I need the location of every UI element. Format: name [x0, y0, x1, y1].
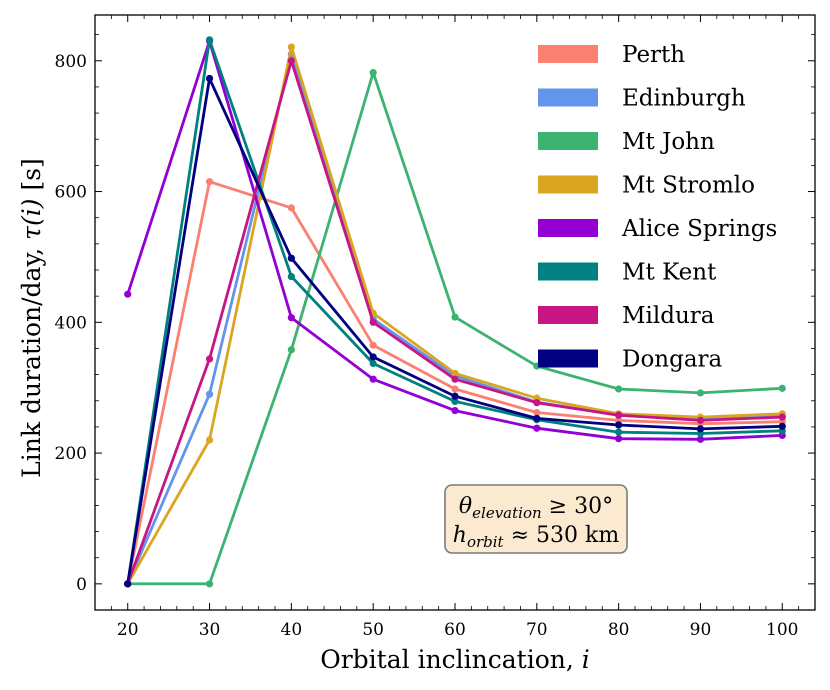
data-point-mt-john [205, 580, 214, 588]
data-point-dongara [124, 580, 132, 588]
data-point-perth [369, 341, 377, 349]
legend-item-perth: Perth [538, 42, 685, 68]
data-point-perth [205, 178, 214, 186]
data-point-dongara [696, 425, 705, 433]
data-point-alice-springs [696, 435, 705, 443]
data-point-alice-springs [533, 424, 541, 432]
annotation-line-2: horbit ≈ 530 km [453, 523, 620, 551]
data-point-mt-stromlo [205, 436, 214, 444]
series-mt-kent [124, 36, 786, 588]
legend-item-alice-springs: Alice Springs [538, 216, 777, 242]
data-point-perth [533, 408, 541, 417]
legend-swatch [538, 88, 598, 107]
y-tick-label: 800 [55, 52, 87, 72]
data-point-mt-kent [369, 359, 377, 368]
series-alice-springs [124, 37, 786, 443]
x-tick-label: 70 [526, 620, 548, 640]
legend-swatch [538, 306, 598, 324]
data-point-mt-john [615, 385, 623, 393]
legend-label: Mt Stromlo [622, 173, 755, 199]
data-point-mildura [205, 355, 214, 363]
data-point-perth [451, 385, 459, 393]
legend-item-mt-stromlo: Mt Stromlo [538, 173, 755, 199]
x-axis-title: Orbital inclincation, i [320, 645, 590, 674]
legend-item-mt-john: Mt John [538, 129, 715, 155]
legend-label: Perth [622, 42, 685, 68]
data-point-mt-kent [287, 272, 295, 281]
x-tick-label: 20 [117, 620, 139, 640]
legend-label: Edinburgh [622, 86, 746, 112]
data-point-mt-kent [205, 36, 214, 44]
annotation-line-1: θelevation ≥ 30° [459, 494, 613, 522]
legend-swatch [538, 262, 598, 281]
legend-item-mt-kent: Mt Kent [538, 260, 717, 286]
data-point-dongara [205, 74, 214, 83]
legend-swatch [538, 219, 598, 237]
data-point-mildura [287, 57, 295, 65]
data-point-mildura [451, 375, 459, 383]
legend-label: Mt Kent [622, 260, 717, 286]
legend-label: Mildura [622, 303, 715, 329]
data-point-mt-kent [451, 397, 459, 406]
data-point-dongara [533, 414, 541, 423]
annotation-box: θelevation ≥ 30° horbit ≈ 530 km [444, 484, 628, 554]
legend-swatch [538, 132, 598, 150]
legend-item-dongara: Dongara [538, 347, 723, 373]
data-point-edinburgh [205, 390, 214, 398]
tick-layer: 20 30 40 50 60 70 80 90 100 0 200 400 600 800 [55, 15, 815, 640]
y-tick-label: 600 [55, 183, 87, 203]
series-layer [124, 36, 786, 588]
legend-swatch [538, 45, 598, 63]
data-point-mt-john [369, 68, 377, 77]
y-tick-label: 200 [55, 444, 87, 464]
data-point-dongara [451, 392, 459, 400]
x-tick-label: 60 [444, 620, 466, 640]
data-point-mt-john [451, 313, 459, 321]
data-point-mildura [696, 416, 705, 424]
data-point-mt-kent [615, 428, 623, 436]
legend-swatch [538, 349, 598, 368]
x-tick-label: 50 [362, 620, 384, 640]
x-tick-label: 30 [199, 620, 221, 640]
x-tick-label: 100 [766, 620, 798, 640]
x-tick-label: 90 [690, 620, 712, 640]
data-point-mt-john [287, 346, 295, 354]
y-tick-label: 400 [55, 313, 87, 333]
data-point-perth [287, 204, 295, 212]
data-point-mildura [533, 399, 541, 407]
data-point-dongara [778, 422, 786, 430]
legend: Perth Edinburgh Mt John Mt Stromlo Alice Spr… [538, 42, 777, 373]
legend-label: Dongara [622, 347, 723, 373]
data-point-mt-stromlo [451, 369, 459, 377]
legend-item-edinburgh: Edinburgh [538, 86, 746, 112]
legend-label: Mt John [622, 129, 715, 155]
data-point-alice-springs [615, 435, 623, 443]
y-axis-title: Link duration/day, τ(i) [s] [17, 158, 46, 478]
legend-item-mildura: Mildura [538, 303, 715, 329]
data-point-dongara [369, 353, 377, 361]
data-point-mildura [615, 411, 623, 419]
annotation-background [444, 484, 628, 554]
x-tick-label: 80 [608, 620, 630, 640]
data-point-alice-springs [369, 375, 377, 383]
data-point-mt-john [778, 384, 786, 392]
series-dongara [124, 74, 786, 588]
data-point-mt-stromlo [287, 43, 295, 51]
plot-frame [94, 14, 816, 611]
x-tick-label: 40 [281, 620, 303, 640]
data-point-dongara [287, 254, 295, 262]
data-point-mt-john [696, 389, 705, 397]
data-point-mildura [778, 413, 786, 421]
data-point-alice-springs [124, 290, 132, 298]
legend-label: Alice Springs [621, 216, 777, 242]
data-point-mildura [369, 318, 377, 326]
y-tick-label: 0 [76, 575, 87, 595]
data-point-alice-springs [451, 406, 459, 415]
data-point-alice-springs [287, 314, 295, 322]
data-point-dongara [615, 421, 623, 429]
legend-swatch [538, 175, 598, 194]
